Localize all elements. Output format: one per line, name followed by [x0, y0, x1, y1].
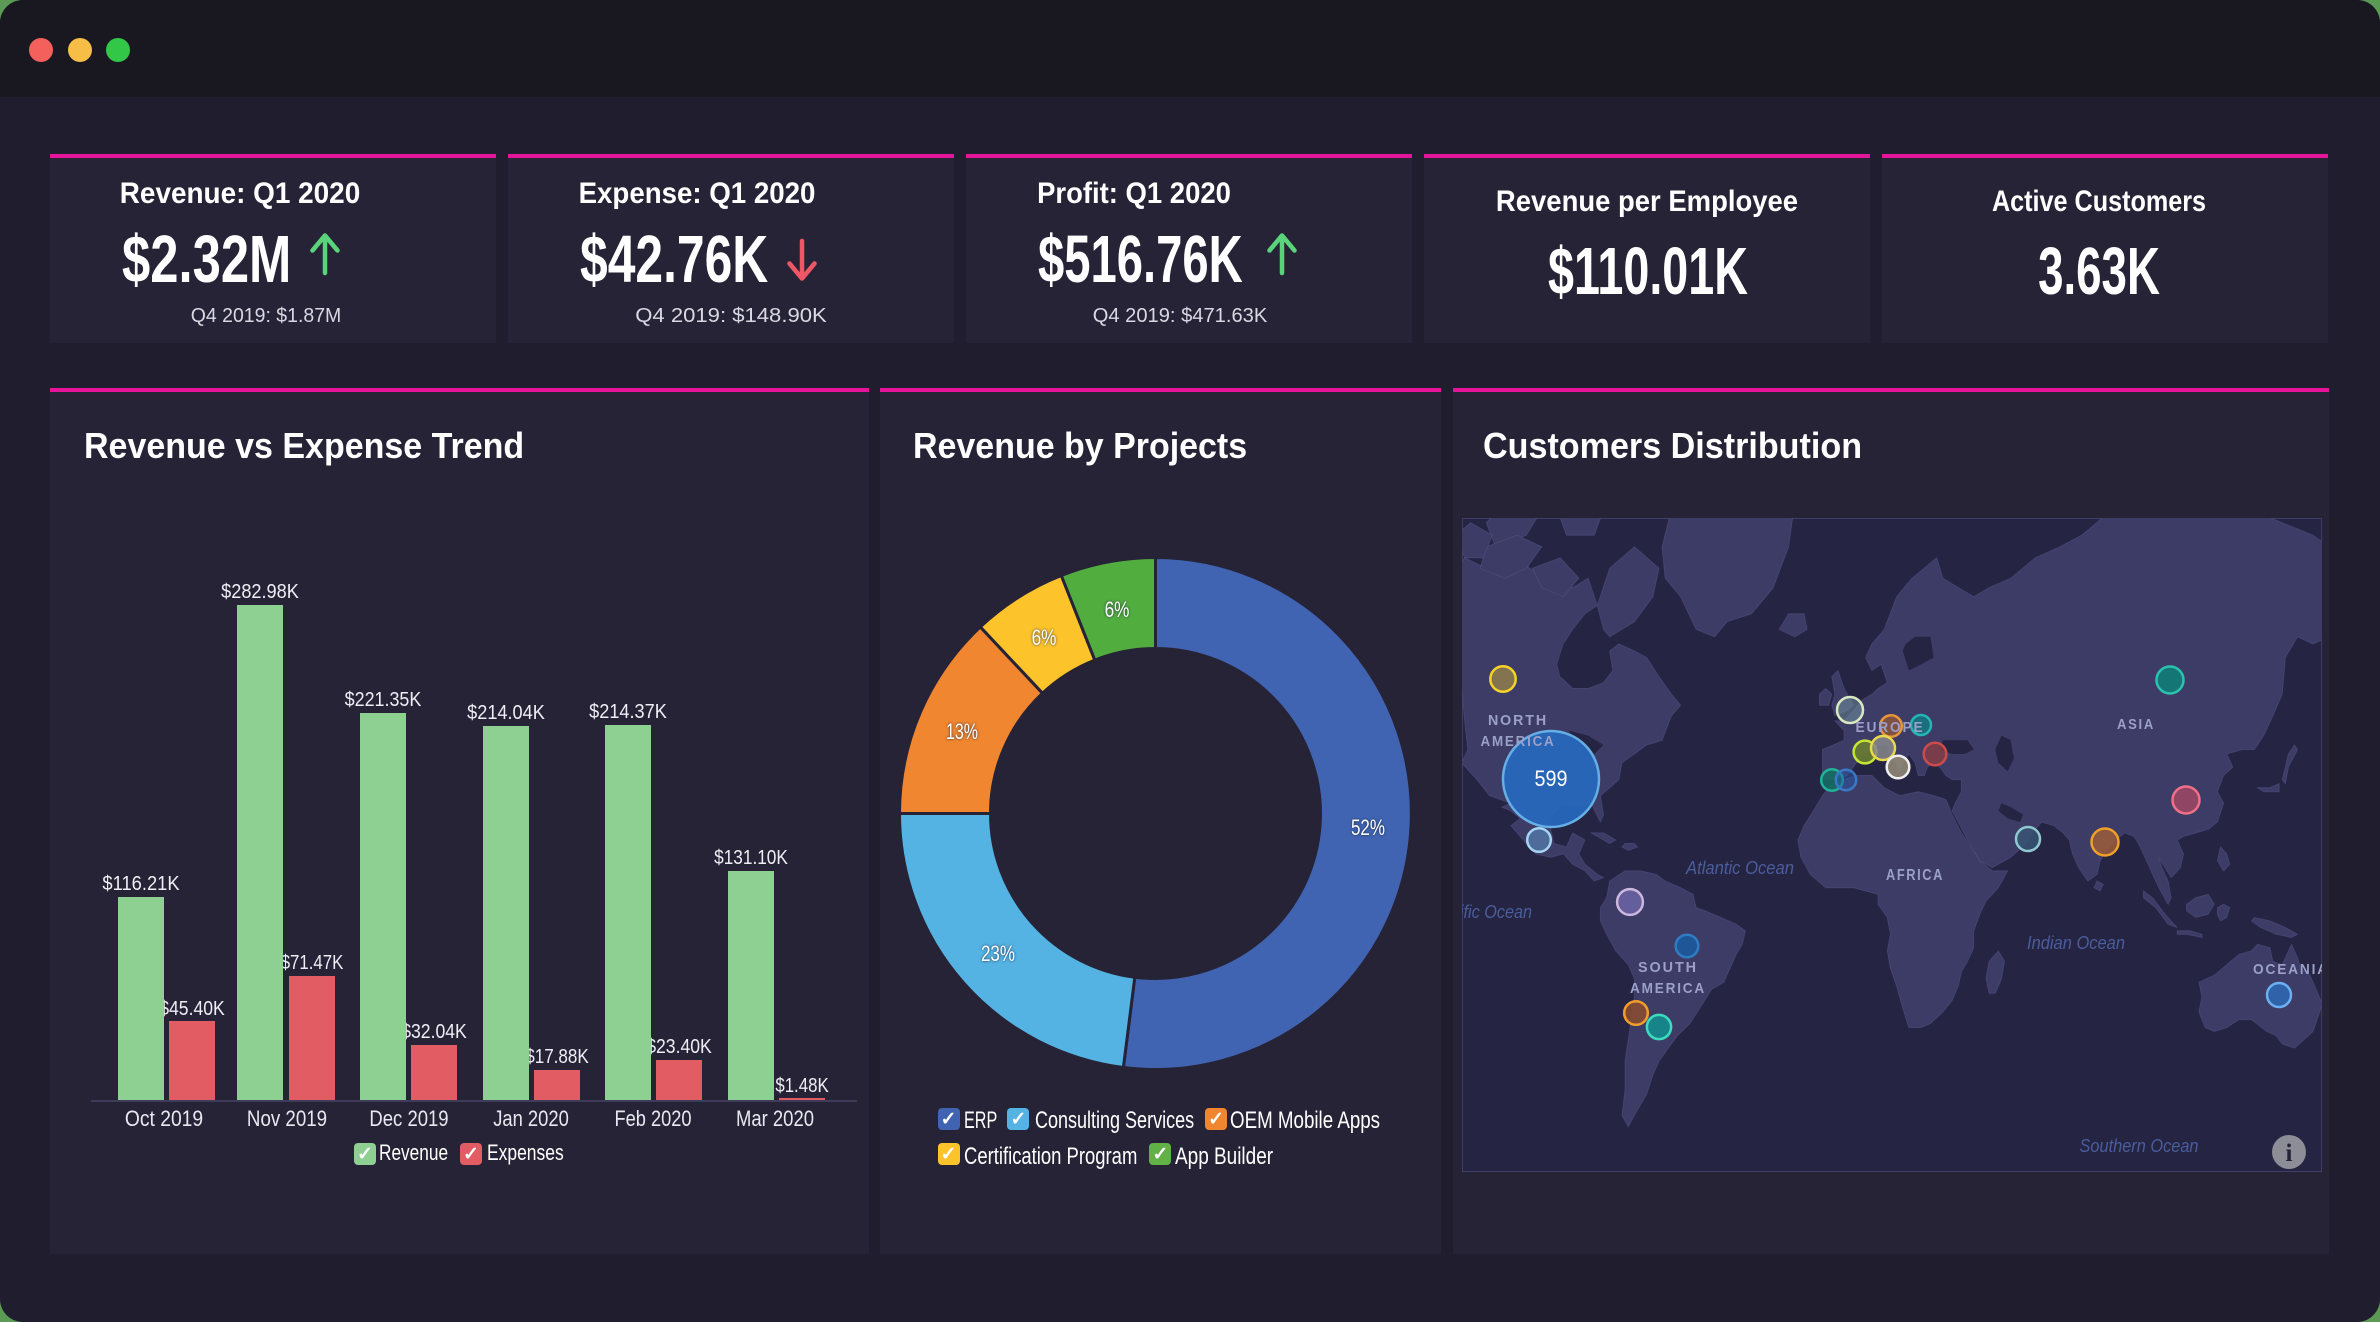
- svg-text:ASIA: ASIA: [2117, 716, 2155, 733]
- svg-text:NORTH: NORTH: [1488, 712, 1548, 729]
- svg-text:AMERICA: AMERICA: [1481, 733, 1556, 750]
- svg-text:AMERICA: AMERICA: [1630, 980, 1706, 997]
- svg-text:Atlantic Ocean: Atlantic Ocean: [1685, 858, 1794, 878]
- svg-text:i: i: [2286, 1140, 2293, 1167]
- svg-text:AFRICA: AFRICA: [1886, 867, 1944, 884]
- svg-text:Pacific Ocean: Pacific Ocean: [1462, 902, 1532, 922]
- svg-text:599: 599: [1535, 766, 1568, 791]
- svg-text:Indian Ocean: Indian Ocean: [2027, 933, 2125, 953]
- svg-text:EUROPE: EUROPE: [1856, 719, 1925, 736]
- svg-text:Southern Ocean: Southern Ocean: [2080, 1136, 2199, 1156]
- svg-text:OCEANIA: OCEANIA: [2253, 961, 2322, 978]
- svg-text:SOUTH: SOUTH: [1638, 959, 1698, 976]
